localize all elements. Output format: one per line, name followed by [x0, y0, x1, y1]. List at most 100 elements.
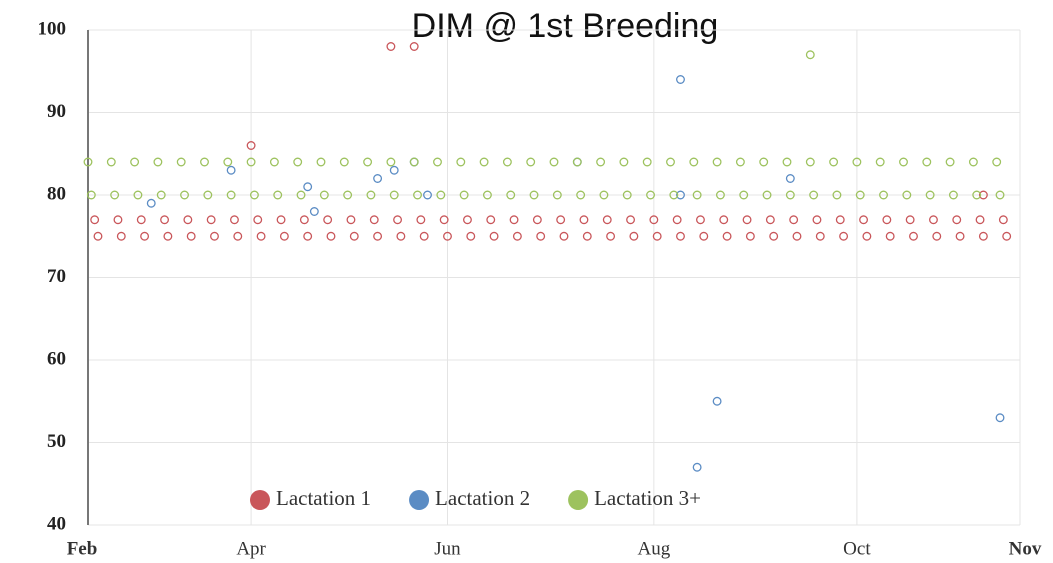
point: [183, 215, 193, 225]
point: [373, 174, 383, 183]
point: [652, 231, 662, 241]
point: [163, 231, 173, 241]
point: [646, 190, 655, 200]
point: [955, 231, 965, 241]
point: [905, 215, 915, 225]
point: [712, 157, 722, 167]
x-tick-label: Jun: [434, 538, 461, 559]
point: [176, 157, 186, 167]
point: [316, 157, 326, 167]
point: [269, 157, 279, 167]
point: [745, 231, 755, 241]
point: [366, 190, 376, 200]
point: [90, 215, 100, 225]
point: [116, 231, 126, 241]
point: [409, 42, 419, 51]
point: [972, 190, 982, 200]
point: [246, 157, 256, 167]
point: [998, 215, 1008, 225]
point: [995, 190, 1005, 200]
point: [439, 215, 449, 225]
legend-label: Lactation 1: [276, 486, 371, 510]
point: [223, 157, 233, 167]
point: [509, 215, 519, 225]
point: [782, 157, 792, 167]
point: [792, 231, 802, 241]
point: [785, 190, 795, 200]
x-tick-label: Feb: [67, 538, 98, 559]
point: [140, 231, 150, 241]
point: [210, 231, 219, 241]
point: [629, 231, 639, 241]
y-tick-label: 60: [47, 348, 66, 369]
point: [303, 231, 313, 241]
point: [785, 174, 795, 183]
point: [346, 215, 356, 225]
point: [363, 157, 373, 167]
y-tick-label: 40: [47, 513, 66, 534]
y-tick-label: 90: [47, 101, 66, 122]
point: [719, 215, 729, 225]
point: [369, 215, 379, 225]
point: [765, 215, 775, 225]
point: [805, 50, 815, 60]
series: [146, 75, 1005, 472]
point: [879, 190, 888, 200]
point: [552, 190, 562, 200]
point: [975, 215, 985, 225]
point: [699, 231, 709, 241]
point: [156, 190, 166, 200]
point: [136, 215, 146, 225]
point: [130, 157, 140, 167]
point: [419, 231, 429, 241]
point: [206, 215, 216, 225]
point: [832, 190, 842, 200]
point: [479, 157, 489, 167]
point: [226, 165, 236, 175]
point: [389, 190, 399, 200]
point: [572, 157, 582, 167]
point: [230, 215, 239, 225]
point: [902, 190, 912, 200]
point: [626, 215, 636, 225]
series: [83, 50, 1005, 200]
point: [463, 215, 472, 225]
point: [862, 231, 872, 241]
point: [273, 190, 283, 200]
x-tick-label: Oct: [843, 538, 871, 559]
point: [253, 215, 263, 225]
point: [416, 215, 426, 225]
point: [436, 190, 446, 200]
point: [579, 215, 589, 225]
point: [925, 190, 935, 200]
point: [532, 215, 542, 225]
point: [386, 157, 396, 167]
point: [696, 215, 705, 225]
point: [146, 198, 156, 208]
point: [932, 231, 942, 241]
point: [978, 231, 988, 241]
point: [319, 190, 329, 200]
y-tick-label: 50: [47, 431, 66, 452]
point: [106, 157, 116, 167]
point: [323, 215, 333, 225]
point: [276, 215, 286, 225]
point: [676, 75, 685, 84]
y-tick-label: 80: [47, 183, 66, 204]
y-tick-label: 100: [38, 18, 67, 39]
point: [742, 215, 752, 225]
point: [233, 231, 243, 241]
legend-marker: [250, 490, 270, 510]
point: [279, 231, 289, 241]
point: [309, 207, 319, 216]
series: [90, 42, 1012, 241]
point: [596, 157, 606, 167]
point: [812, 215, 822, 225]
point: [486, 215, 496, 225]
point: [246, 141, 256, 150]
point: [952, 215, 962, 225]
point: [93, 231, 103, 241]
point: [835, 215, 845, 225]
point: [669, 190, 679, 200]
